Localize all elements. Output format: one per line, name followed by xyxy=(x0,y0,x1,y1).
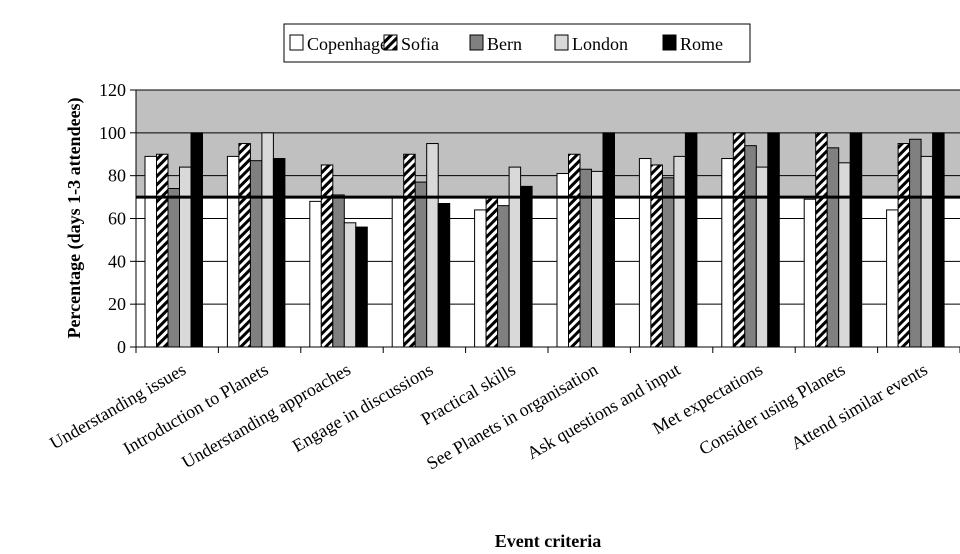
bar-sofia-9 xyxy=(815,132,828,348)
bar-rome-10 xyxy=(932,132,945,348)
y-tick-label: 80 xyxy=(108,166,126,186)
x-tick-label: Consider using Planets xyxy=(696,359,849,459)
legend-label-bern: Bern xyxy=(487,34,522,54)
legend: Copenhagen Sofia Bern London Rome xyxy=(283,23,751,63)
bar-rome-5 xyxy=(520,185,533,348)
bar-rome-1 xyxy=(190,132,203,348)
y-tick-label: 0 xyxy=(117,337,126,357)
y-tick-label: 100 xyxy=(99,123,126,143)
legend-swatch-copenhagen xyxy=(289,34,304,51)
bar-rome-2 xyxy=(272,158,286,348)
bar-sofia-8 xyxy=(732,132,746,348)
x-tick-label: Attend similar events xyxy=(787,359,930,453)
bar-bern-3 xyxy=(332,194,345,348)
bar-copenhagen-4 xyxy=(391,196,405,348)
bar-rome-8 xyxy=(767,132,780,348)
legend-label-sofia: Sofia xyxy=(401,34,439,54)
bar-sofia-10 xyxy=(897,143,911,348)
bar-bern-10 xyxy=(909,138,922,348)
bar-copenhagen-8 xyxy=(721,158,734,348)
bar-bern-8 xyxy=(744,145,757,348)
legend-label-london: London xyxy=(572,34,628,54)
bar-rome-4 xyxy=(437,203,451,348)
bar-bern-2 xyxy=(249,160,263,348)
bar-rome-7 xyxy=(684,132,698,348)
y-axis-title: Percentage (days 1-3 attendees) xyxy=(64,97,85,338)
bar-sofia-1 xyxy=(156,153,169,348)
legend-swatch-bern xyxy=(469,34,484,51)
bar-copenhagen-1 xyxy=(144,155,157,348)
bar-sofia-2 xyxy=(238,143,251,348)
legend-swatch-sofia xyxy=(383,34,398,51)
bar-copenhagen-7 xyxy=(638,158,652,348)
y-tick-label: 20 xyxy=(108,294,126,314)
y-tick-label: 120 xyxy=(99,80,126,100)
bar-london-5 xyxy=(508,166,522,348)
bar-rome-9 xyxy=(849,132,863,348)
bar-sofia-6 xyxy=(568,153,581,348)
x-tick-label: Engage in discussions xyxy=(289,359,437,456)
x-tick-label: Understanding issues xyxy=(46,359,189,453)
bar-copenhagen-9 xyxy=(803,198,817,348)
y-tick-label: 60 xyxy=(108,209,126,229)
bar-london-1 xyxy=(179,166,192,348)
bar-bern-5 xyxy=(497,205,510,348)
x-tick-label: Ask questions and input xyxy=(523,359,683,463)
bar-bern-1 xyxy=(167,188,180,348)
bar-london-7 xyxy=(673,155,686,348)
y-tick-label: 40 xyxy=(108,251,126,271)
legend-swatch-london xyxy=(554,34,569,51)
bar-rome-6 xyxy=(602,132,615,348)
bar-bern-7 xyxy=(661,177,675,348)
legend-label-copenhagen: Copenhagen xyxy=(307,34,397,54)
bar-london-2 xyxy=(261,132,274,348)
legend-label-rome: Rome xyxy=(680,34,723,54)
bar-bern-4 xyxy=(414,181,428,348)
bar-copenhagen-6 xyxy=(556,173,569,348)
bar-rome-3 xyxy=(355,226,368,348)
bar-london-9 xyxy=(838,162,851,348)
bar-london-10 xyxy=(920,155,934,348)
bar-copenhagen-5 xyxy=(474,209,487,348)
bar-bern-9 xyxy=(826,147,840,348)
x-tick-label: Introduction to Planets xyxy=(120,359,272,458)
bar-london-4 xyxy=(426,143,439,348)
bar-copenhagen-3 xyxy=(309,200,322,348)
bar-copenhagen-10 xyxy=(886,209,899,348)
bar-sofia-5 xyxy=(485,196,499,348)
legend-swatch-rome xyxy=(662,34,677,51)
bar-copenhagen-2 xyxy=(226,155,240,348)
x-axis-title: Event criteria xyxy=(495,531,601,551)
bar-london-8 xyxy=(755,166,769,348)
bar-sofia-7 xyxy=(650,164,663,348)
bar-sofia-4 xyxy=(403,153,416,348)
bar-sofia-3 xyxy=(320,164,334,348)
bar-london-3 xyxy=(343,222,357,348)
